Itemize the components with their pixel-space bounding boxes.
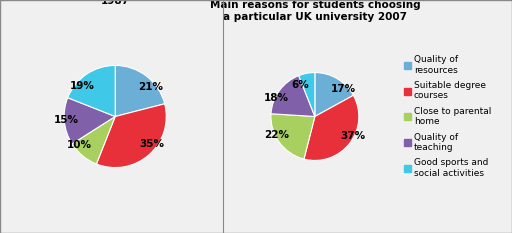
Text: 37%: 37% xyxy=(340,131,365,141)
Wedge shape xyxy=(64,98,115,144)
Wedge shape xyxy=(315,72,353,116)
Title: Main reasons for
students choosing a
particular UK university
1987: Main reasons for students choosing a par… xyxy=(45,0,185,6)
Wedge shape xyxy=(298,72,315,116)
Text: 15%: 15% xyxy=(54,115,78,125)
Wedge shape xyxy=(72,116,115,164)
Text: 6%: 6% xyxy=(291,80,309,90)
Wedge shape xyxy=(115,65,165,116)
Text: 35%: 35% xyxy=(140,139,164,149)
Text: 19%: 19% xyxy=(70,81,95,91)
Wedge shape xyxy=(68,65,115,116)
Title: Main reasons for students choosing
a particular UK university 2007: Main reasons for students choosing a par… xyxy=(209,0,420,22)
Text: 17%: 17% xyxy=(331,84,356,94)
Wedge shape xyxy=(271,114,315,159)
Text: 22%: 22% xyxy=(264,130,289,140)
Wedge shape xyxy=(96,104,166,168)
Wedge shape xyxy=(271,76,315,116)
Text: 21%: 21% xyxy=(138,82,163,93)
Text: 10%: 10% xyxy=(67,140,92,150)
Legend: Quality of
resources, Suitable degree
courses, Close to parental
home, Quality o: Quality of resources, Suitable degree co… xyxy=(404,55,491,178)
Text: 18%: 18% xyxy=(264,93,289,103)
Wedge shape xyxy=(304,95,359,161)
